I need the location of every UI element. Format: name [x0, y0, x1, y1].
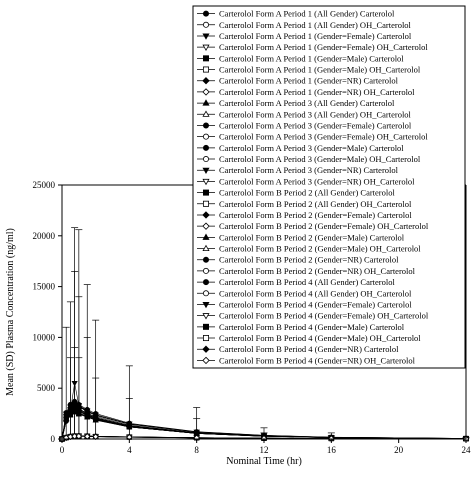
data-point — [71, 401, 78, 408]
data-point — [75, 405, 83, 413]
data-point — [67, 409, 74, 417]
legend-label: Carterolol Form A Period 1 (Gender=Femal… — [219, 31, 412, 41]
legend-marker — [202, 244, 210, 252]
legend-marker — [202, 44, 210, 51]
legend-marker — [202, 156, 209, 163]
legend-label: Carterolol Form A Period 3 (All Gender) … — [219, 98, 395, 108]
legend-marker — [202, 144, 209, 151]
data-point — [92, 415, 99, 423]
data-point — [63, 411, 70, 418]
legend-marker — [202, 313, 210, 320]
data-point — [126, 423, 133, 431]
legend-label: Carterolol Form B Period 2 (Gender=NR) C… — [219, 255, 399, 265]
x-axis-label: Nominal Time (hr) — [226, 456, 302, 467]
legend-marker — [202, 211, 210, 219]
y-tick-label: 20000 — [33, 231, 56, 241]
legend-label: Carterolol Form B Period 2 (Gender=Male)… — [219, 244, 421, 254]
legend-marker — [202, 66, 209, 73]
legend-marker — [202, 189, 209, 196]
data-point — [71, 380, 78, 387]
legend-label: Carterolol Form A Period 3 (Gender=Femal… — [219, 120, 412, 130]
legend-marker — [202, 167, 210, 175]
legend-marker — [202, 290, 209, 297]
legend-marker — [202, 256, 209, 263]
legend-label: Carterolol Form B Period 2 (All Gender) … — [219, 199, 412, 209]
x-tick-label: 20 — [394, 445, 404, 455]
x-tick-label: 4 — [127, 445, 132, 455]
legend-marker — [202, 77, 210, 85]
legend-marker — [202, 200, 209, 207]
legend-label: Carterolol Form A Period 3 (Gender=NR) O… — [219, 176, 415, 186]
legend-label: Carterolol Form A Period 1 (Gender=NR) O… — [219, 87, 415, 97]
data-point — [92, 412, 99, 419]
legend-label: Carterolol Form A Period 3 (Gender=Male)… — [219, 154, 421, 164]
legend-label: Carterolol Form A Period 1 (Gender=Male)… — [219, 65, 421, 75]
x-tick-label: 24 — [462, 445, 472, 455]
legend-label: Carterolol Form B Period 4 (Gender=Femal… — [219, 299, 412, 309]
legend-marker — [202, 222, 210, 230]
x-tick-label: 12 — [260, 445, 269, 455]
legend-marker — [202, 345, 210, 353]
x-tick-label: 8 — [194, 445, 199, 455]
legend-marker — [202, 55, 209, 62]
legend-label: Carterolol Form B Period 4 (Gender=Femal… — [219, 311, 429, 321]
legend: Carterolol Form A Period 1 (All Gender) … — [192, 5, 466, 369]
y-tick-label: 25000 — [33, 180, 56, 190]
legend-label: Carterolol Form B Period 2 (All Gender) … — [219, 188, 396, 198]
legend-label: Carterolol Form A Period 1 (All Gender) … — [219, 20, 412, 30]
legend-marker — [202, 335, 209, 342]
legend-label: Carterolol Form A Period 1 (All Gender) … — [219, 9, 395, 19]
legend-label: Carterolol Form A Period 1 (Gender=Femal… — [219, 42, 428, 52]
legend-label: Carterolol Form A Period 1 (Gender=Male)… — [219, 53, 404, 63]
legend-label: Carterolol Form B Period 2 (Gender=Femal… — [219, 221, 429, 231]
y-tick-label: 15000 — [33, 282, 56, 292]
legend-label: Carterolol Form A Period 1 (Gender=NR) C… — [219, 76, 399, 86]
legend-label: Carterolol Form B Period 4 (All Gender) … — [219, 277, 396, 287]
legend-marker — [202, 323, 209, 330]
plot-marks — [58, 227, 470, 443]
legend-marker — [202, 122, 209, 129]
legend-label: Carterolol Form A Period 3 (Gender=NR) C… — [219, 165, 399, 175]
y-tick-label: 0 — [51, 434, 56, 444]
data-point — [76, 411, 82, 417]
legend-marker — [202, 21, 209, 28]
legend-marker — [202, 88, 210, 96]
legend-label: Carterolol Form B Period 2 (Gender=Femal… — [219, 210, 412, 220]
data-point — [84, 410, 91, 418]
data-point — [67, 404, 74, 411]
x-tick-label: 0 — [60, 445, 65, 455]
axis-ticks: 0 4 8 12 16 20 24 0 5000 10000 15000 20000 25000 — [33, 180, 472, 455]
legend-marker — [202, 10, 209, 17]
legend-marker — [202, 279, 209, 286]
data-point — [63, 417, 70, 425]
legend-marker — [202, 110, 210, 117]
legend-marker — [202, 356, 210, 365]
x-tick-label: 16 — [327, 445, 337, 455]
legend-label: Carterolol Form B Period 4 (All Gender) … — [219, 288, 412, 298]
legend-marker — [202, 233, 210, 240]
legend-label: Carterolol Form A Period 3 (Gender=Male)… — [219, 143, 404, 153]
legend-label: Carterolol Form B Period 2 (Gender=NR) O… — [219, 266, 416, 276]
legend-label: Carterolol Form A Period 3 (All Gender) … — [219, 109, 412, 119]
y-tick-label: 5000 — [37, 383, 56, 393]
y-axis-label: Mean (SD) Plasma Concentration (ng/ml) — [5, 228, 16, 396]
legend-marker — [202, 33, 210, 40]
legend-marker — [202, 99, 210, 106]
legend-label: Carterolol Form A Period 3 (Gender=Femal… — [219, 132, 428, 142]
legend-marker — [202, 267, 209, 274]
legend-marker — [202, 178, 210, 186]
legend-label: Carterolol Form B Period 4 (Gender=NR) C… — [219, 344, 399, 354]
y-tick-label: 10000 — [33, 332, 56, 342]
legend-label: Carterolol Form B Period 4 (Gender=Male)… — [219, 333, 421, 343]
legend-label: Carterolol Form B Period 2 (Gender=Male)… — [219, 232, 405, 242]
legend-marker — [202, 301, 210, 309]
legend-label: Carterolol Form B Period 4 (Gender=NR) O… — [219, 355, 416, 365]
legend-marker — [202, 133, 209, 140]
legend-box — [192, 5, 466, 369]
legend-label: Carterolol Form B Period 4 (Gender=Male)… — [219, 322, 405, 332]
